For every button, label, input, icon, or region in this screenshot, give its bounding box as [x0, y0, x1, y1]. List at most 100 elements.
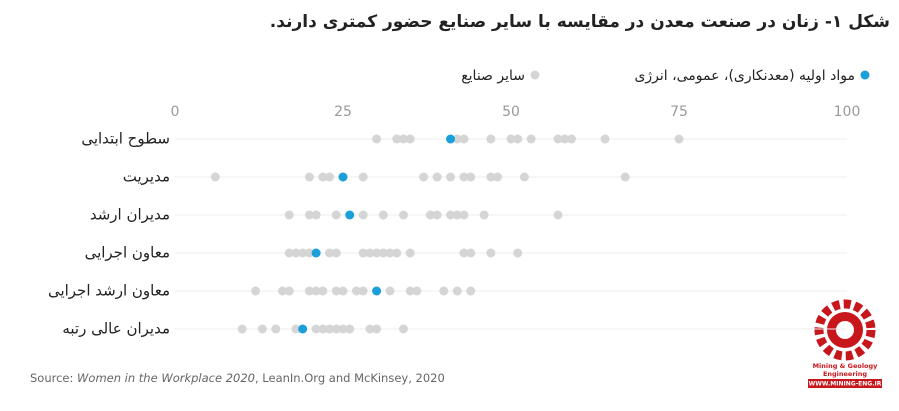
dot: [466, 248, 476, 258]
dot: [553, 210, 563, 220]
dot: [452, 286, 462, 296]
dot: [358, 248, 368, 258]
dot: [311, 286, 321, 296]
dot: [365, 248, 375, 258]
dot: [298, 248, 308, 258]
dot: [331, 324, 341, 334]
dot: [405, 286, 415, 296]
dot: [553, 134, 563, 144]
dot: [674, 134, 684, 144]
dot: [398, 210, 408, 220]
legend-marker: [530, 70, 540, 80]
x-tick-label: 100: [834, 104, 861, 120]
dot: [439, 286, 449, 296]
dot: [372, 134, 382, 144]
source-title: Women in the Workplace 2020: [77, 371, 255, 385]
dot: [271, 324, 281, 334]
category-label: معاون ارشد اجرایی: [48, 282, 170, 300]
source: Source: Women in the Workplace 2020, Lea…: [30, 371, 445, 385]
dot: [311, 324, 321, 334]
dot: [358, 172, 368, 182]
dot: [311, 248, 321, 258]
dot: [284, 286, 294, 296]
dot: [358, 286, 368, 296]
dot: [338, 172, 348, 182]
logo-band: [808, 379, 882, 388]
dot: [345, 324, 355, 334]
dot: [486, 134, 496, 144]
dot: [446, 210, 456, 220]
dot: [600, 134, 610, 144]
dot: [513, 134, 523, 144]
dot: [560, 134, 570, 144]
dot: [566, 134, 576, 144]
source-rest: , LeanIn.Org and McKinsey, 2020: [255, 371, 445, 385]
dot: [210, 172, 220, 182]
category-label: مدیران ارشد: [90, 206, 170, 224]
dot: [385, 286, 395, 296]
dot: [331, 210, 341, 220]
dot: [351, 286, 361, 296]
dot: [412, 286, 422, 296]
category-label: سطوح ابتدایی: [81, 130, 170, 148]
dot: [620, 172, 630, 182]
dot: [338, 324, 348, 334]
dot: [278, 286, 288, 296]
dot: [479, 210, 489, 220]
logo-gear: [814, 299, 876, 361]
dot: [378, 210, 388, 220]
dot: [398, 324, 408, 334]
dot: [311, 210, 321, 220]
x-tick-label: 0: [171, 104, 180, 120]
dot: [446, 134, 456, 144]
dot: [378, 248, 388, 258]
dot: [452, 134, 462, 144]
dot: [372, 324, 382, 334]
dot: [325, 172, 335, 182]
dot: [372, 248, 382, 258]
dot: [298, 324, 308, 334]
dot: [506, 134, 516, 144]
dot: [304, 248, 314, 258]
dot: [365, 324, 375, 334]
dot: [304, 210, 314, 220]
dot: [284, 210, 294, 220]
dot: [398, 134, 408, 144]
dot: [325, 248, 335, 258]
dot: [358, 210, 368, 220]
dot: [251, 286, 261, 296]
dot: [385, 248, 395, 258]
dot: [486, 172, 496, 182]
category-label: مدیریت: [123, 168, 170, 186]
dot: [493, 172, 503, 182]
dot: [331, 248, 341, 258]
dot: [466, 286, 476, 296]
logo-url: WWW.MINING-ENG.IR: [809, 381, 882, 388]
category-label: معاون اجرایی: [85, 244, 170, 262]
dot: [419, 172, 429, 182]
dot: [392, 248, 402, 258]
dot: [466, 172, 476, 182]
dot: [432, 172, 442, 182]
dot: [405, 248, 415, 258]
dot: [372, 286, 382, 296]
dot: [325, 324, 335, 334]
logo-text: Mining & Geology: [813, 362, 879, 370]
source-prefix: Source:: [30, 371, 73, 385]
dot: [446, 172, 456, 182]
dot: [304, 286, 314, 296]
dot: [526, 134, 536, 144]
dot: [291, 324, 301, 334]
dot: [459, 210, 469, 220]
dot: [452, 210, 462, 220]
dot: [405, 134, 415, 144]
dot: [304, 172, 314, 182]
dot: [284, 248, 294, 258]
dot: [318, 324, 328, 334]
dot: [338, 286, 348, 296]
dot: [459, 248, 469, 258]
dot: [519, 172, 529, 182]
logo: Mining & Geology Engineering WWW.MINING-…: [808, 299, 882, 388]
dot: [318, 286, 328, 296]
